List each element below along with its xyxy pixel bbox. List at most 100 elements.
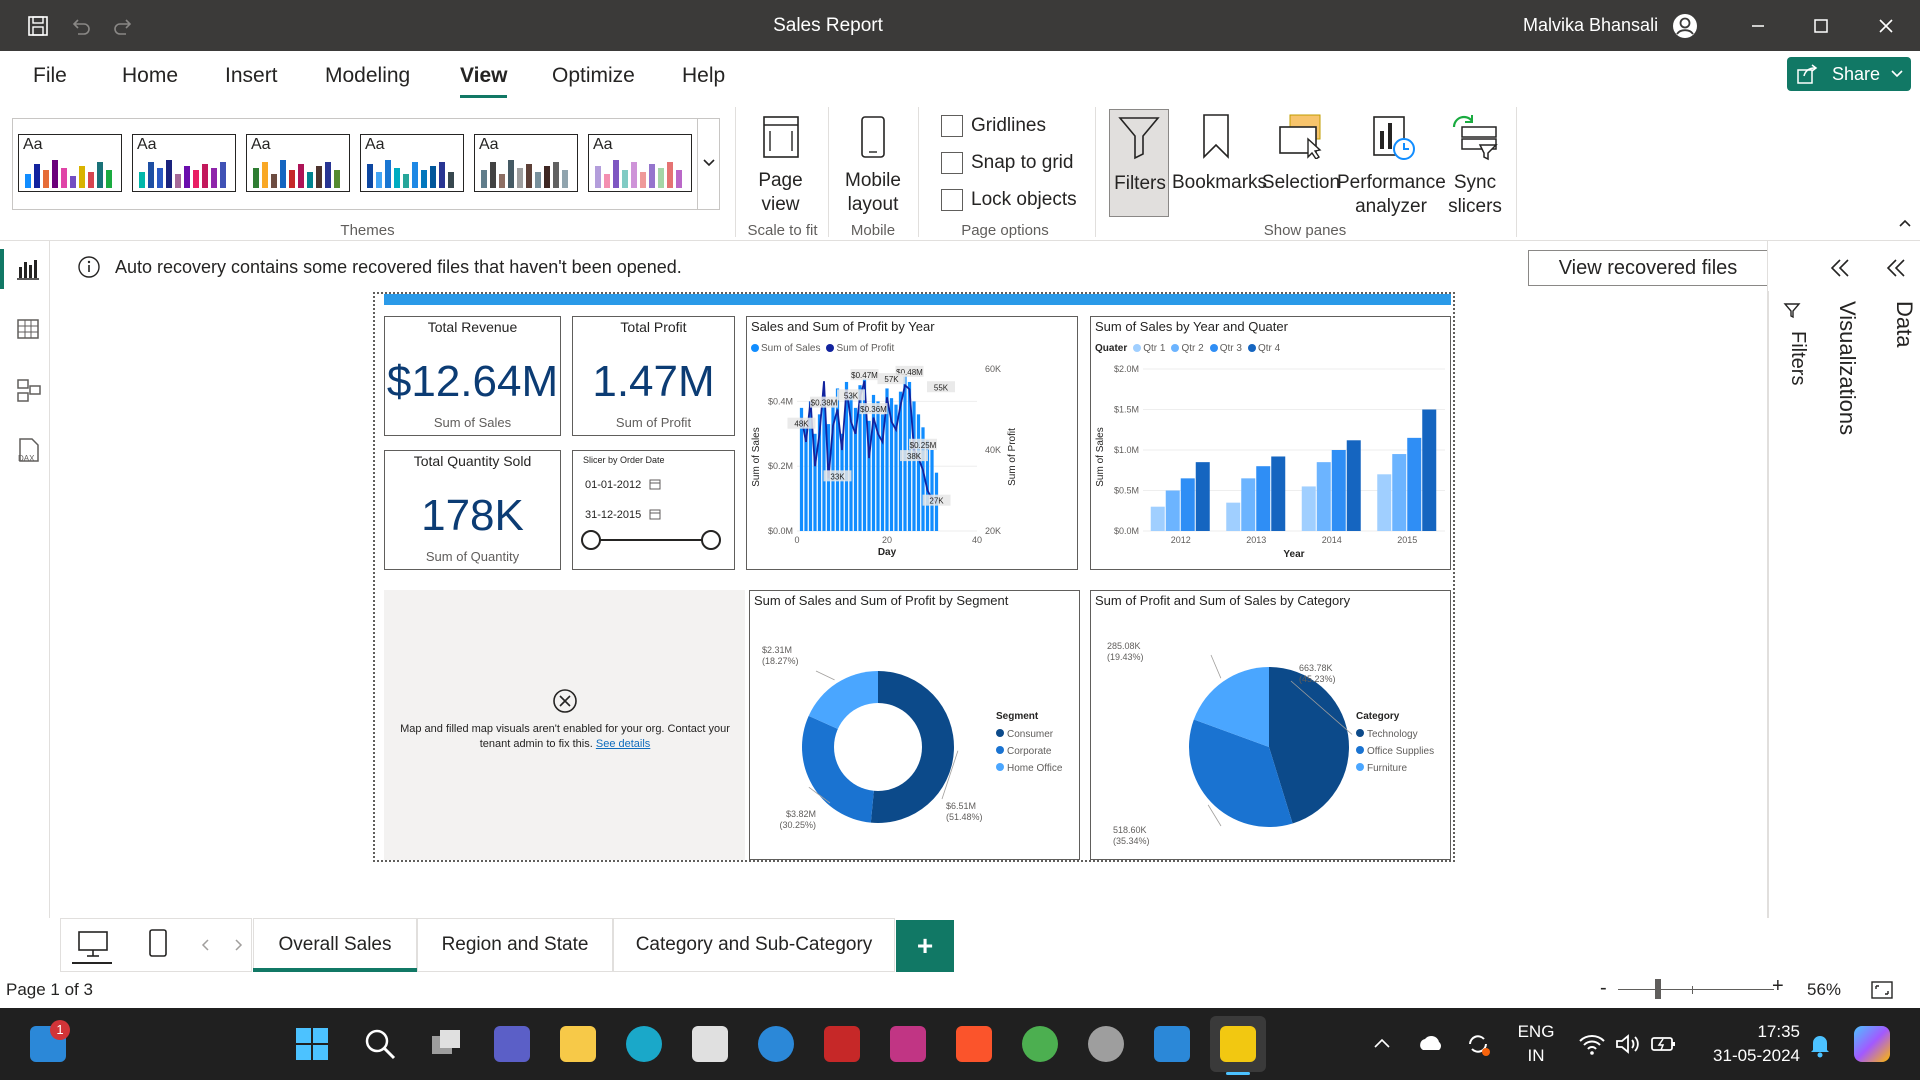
tab-view[interactable]: View bbox=[460, 64, 508, 98]
theme-4[interactable]: Aa bbox=[360, 134, 464, 192]
dax-query-view-icon[interactable]: DAX bbox=[14, 437, 42, 465]
clock-time[interactable]: 17:35 bbox=[1757, 1022, 1800, 1041]
total-revenue-card[interactable]: Total Revenue $12.64M Sum of Sales bbox=[384, 316, 561, 436]
minimize-icon[interactable] bbox=[1744, 12, 1772, 40]
volume-icon[interactable] bbox=[1614, 1032, 1642, 1056]
total-profit-card[interactable]: Total Profit 1.47M Sum of Profit bbox=[572, 316, 735, 436]
slicer-end-date[interactable]: 31-12-2015 bbox=[585, 509, 642, 521]
see-details-link[interactable]: See details bbox=[595, 738, 651, 750]
brave-browser-icon[interactable] bbox=[956, 1026, 992, 1062]
zoom-slider-thumb[interactable] bbox=[1654, 979, 1661, 999]
performance-analyzer-button[interactable]: Performance analyzer bbox=[1337, 109, 1446, 221]
bookmarks-pane-button[interactable]: Bookmarks bbox=[1172, 109, 1267, 217]
sales-profit-by-year-chart[interactable]: Sales and Sum of Profit by Year Sum of S… bbox=[746, 316, 1078, 570]
legend-item: Qtr 1 bbox=[1143, 343, 1166, 354]
quarter-bar bbox=[1195, 462, 1210, 531]
view-recovered-files-button[interactable]: View recovered files bbox=[1528, 250, 1768, 286]
slicer-end-handle[interactable] bbox=[701, 530, 721, 550]
tab-file[interactable]: File bbox=[33, 64, 67, 87]
file-explorer-icon[interactable] bbox=[560, 1026, 596, 1062]
wifi-icon[interactable] bbox=[1578, 1032, 1606, 1056]
get-help-icon[interactable] bbox=[758, 1026, 794, 1062]
theme-1[interactable]: Aa bbox=[18, 134, 122, 192]
tab-home[interactable]: Home bbox=[122, 64, 179, 87]
task-view-icon[interactable] bbox=[428, 1026, 464, 1062]
edge-browser-icon[interactable] bbox=[626, 1026, 662, 1062]
undo-icon[interactable] bbox=[66, 12, 94, 40]
tab-help[interactable]: Help bbox=[682, 64, 726, 87]
category-pie-chart[interactable]: Sum of Profit and Sum of Sales by Catego… bbox=[1090, 590, 1451, 860]
account-icon[interactable] bbox=[1671, 12, 1699, 40]
gridlines-checkbox[interactable] bbox=[941, 115, 963, 137]
add-page-button[interactable]: + bbox=[896, 920, 954, 972]
filters-pane-button[interactable]: Filters bbox=[1109, 109, 1169, 217]
lock-objects-checkbox[interactable] bbox=[941, 189, 963, 211]
zoom-in-button[interactable]: + bbox=[1772, 975, 1784, 997]
onedrive-icon[interactable] bbox=[1416, 1032, 1446, 1054]
selection-pane-button[interactable]: Selection bbox=[1262, 109, 1340, 217]
notification-bell-icon[interactable] bbox=[1808, 1032, 1832, 1058]
order-date-slicer[interactable]: Slicer by Order Date 01-01-2012 31-12-20… bbox=[572, 450, 735, 570]
collapse-ribbon-icon[interactable] bbox=[1898, 217, 1912, 229]
theme-5[interactable]: Aa bbox=[474, 134, 578, 192]
sync-status-icon[interactable] bbox=[1464, 1030, 1492, 1058]
sync-slicers-icon bbox=[1452, 115, 1498, 161]
snap-to-grid-checkbox[interactable] bbox=[941, 152, 963, 174]
instagram-icon[interactable] bbox=[890, 1026, 926, 1062]
maximize-icon[interactable] bbox=[1807, 12, 1835, 40]
notepad-icon[interactable] bbox=[1154, 1026, 1190, 1062]
chrome-browser-icon[interactable] bbox=[1022, 1026, 1058, 1062]
x-tick-label: 2012 bbox=[1171, 535, 1191, 545]
mobile-view-icon[interactable] bbox=[148, 928, 168, 958]
slicer-start-handle[interactable] bbox=[581, 530, 601, 550]
search-icon[interactable] bbox=[362, 1026, 398, 1062]
page-view-button[interactable]: Page view bbox=[748, 109, 813, 221]
sales-by-year-quarter-chart[interactable]: Sum of Sales by Year and Quater Quater Q… bbox=[1090, 316, 1451, 570]
desktop-view-icon[interactable] bbox=[77, 930, 109, 958]
table-view-icon[interactable] bbox=[16, 317, 40, 341]
segment-donut-chart[interactable]: Sum of Sales and Sum of Profit by Segmen… bbox=[749, 590, 1080, 860]
page-tab-category-sub-category[interactable]: Category and Sub-Category bbox=[613, 918, 895, 972]
microsoft-store-icon[interactable] bbox=[692, 1026, 728, 1062]
chevron-right-icon[interactable] bbox=[231, 938, 245, 952]
theme-6[interactable]: Aa bbox=[588, 134, 692, 192]
tab-optimize[interactable]: Optimize bbox=[552, 64, 635, 87]
calendar-icon[interactable] bbox=[649, 478, 661, 490]
tab-modeling[interactable]: Modeling bbox=[325, 64, 411, 87]
fit-to-page-icon[interactable] bbox=[1870, 980, 1894, 1000]
language-indicator[interactable]: ENG bbox=[1517, 1022, 1555, 1041]
report-view-icon[interactable] bbox=[16, 257, 40, 281]
tab-insert[interactable]: Insert bbox=[225, 64, 278, 87]
mobile-layout-button[interactable]: Mobile layout bbox=[838, 109, 908, 221]
slicer-start-date[interactable]: 01-01-2012 bbox=[585, 479, 642, 491]
page-tab-region-and-state[interactable]: Region and State bbox=[417, 918, 613, 972]
chevron-up-icon[interactable] bbox=[1372, 1036, 1392, 1050]
theme-3[interactable]: Aa bbox=[246, 134, 350, 192]
mcafee-icon[interactable] bbox=[824, 1026, 860, 1062]
battery-icon[interactable] bbox=[1650, 1032, 1678, 1056]
expand-data-icon[interactable] bbox=[1884, 257, 1908, 279]
themes-expand-button[interactable] bbox=[697, 118, 720, 210]
theme-2[interactable]: Aa bbox=[132, 134, 236, 192]
expand-visualizations-icon[interactable] bbox=[1828, 257, 1852, 279]
filters-pane-collapsed[interactable]: Filters bbox=[1768, 291, 1814, 918]
windows-start-icon[interactable] bbox=[294, 1026, 330, 1062]
chevron-left-icon[interactable] bbox=[199, 938, 213, 952]
zoom-out-button[interactable]: - bbox=[1600, 977, 1607, 999]
teams-icon[interactable] bbox=[494, 1026, 530, 1062]
redo-icon[interactable] bbox=[110, 12, 138, 40]
copilot-icon[interactable] bbox=[1854, 1026, 1890, 1062]
close-icon[interactable] bbox=[1872, 12, 1900, 40]
calendar-icon[interactable] bbox=[649, 508, 661, 520]
total-quantity-card[interactable]: Total Quantity Sold 178K Sum of Quantity bbox=[384, 450, 561, 570]
sync-slicers-button[interactable]: Sync slicers bbox=[1440, 109, 1510, 221]
model-view-icon[interactable] bbox=[16, 377, 42, 403]
share-button[interactable]: Share bbox=[1787, 57, 1911, 91]
page-tab-overall-sales[interactable]: Overall Sales bbox=[253, 918, 417, 972]
data-pane-tab[interactable]: Data bbox=[1892, 301, 1917, 348]
settings-icon[interactable] bbox=[1088, 1026, 1124, 1062]
power-bi-icon[interactable] bbox=[1220, 1026, 1256, 1062]
theme-label: Aa bbox=[365, 136, 385, 153]
visualizations-pane-tab[interactable]: Visualizations bbox=[1835, 301, 1860, 436]
save-icon[interactable] bbox=[24, 12, 52, 40]
